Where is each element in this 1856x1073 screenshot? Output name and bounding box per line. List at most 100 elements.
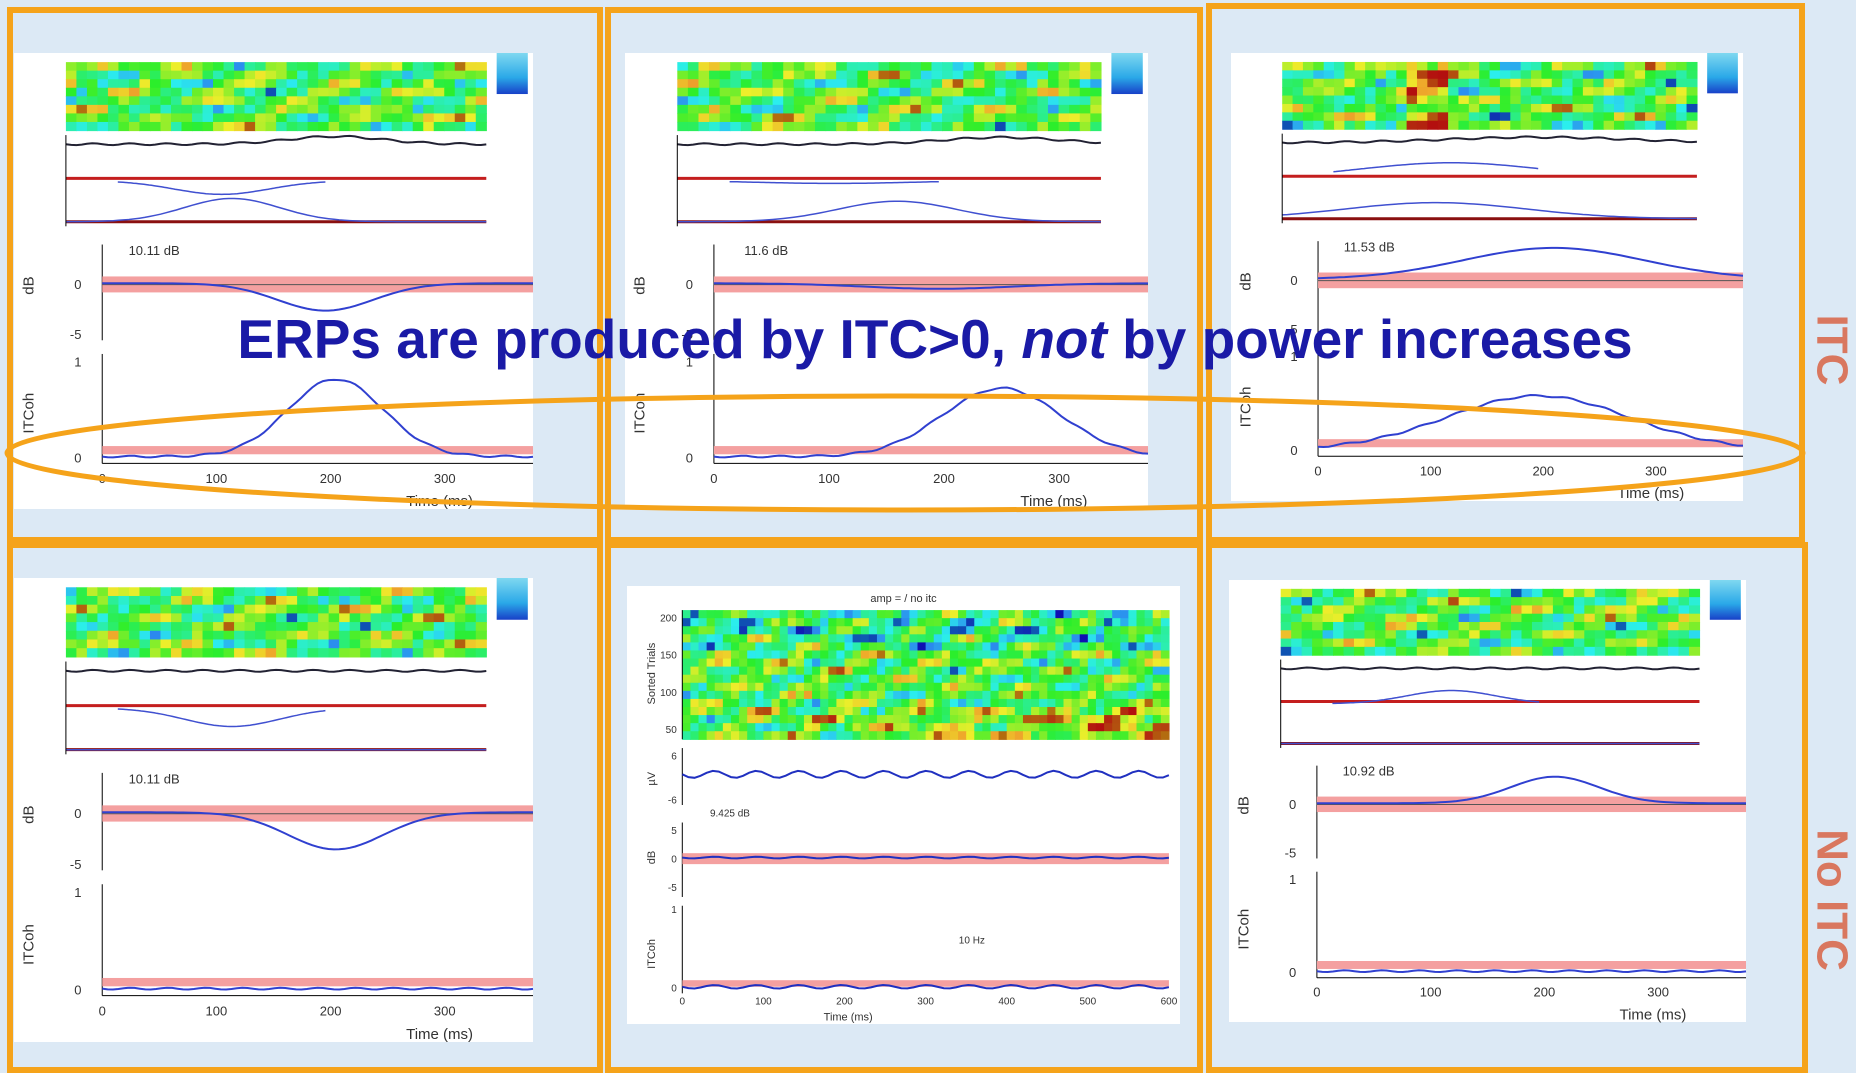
label: 1: [74, 355, 81, 370]
heatmap-cell: [909, 706, 919, 716]
heatmap-cell: [1022, 723, 1032, 732]
heatmap-cell: [339, 62, 351, 72]
heatmap-cell: [1500, 597, 1512, 607]
heatmap-cell: [1323, 61, 1335, 71]
heatmap-cell: [1069, 70, 1081, 80]
heatmap-cell: [1069, 62, 1081, 72]
heatmap-cell: [475, 595, 487, 606]
heatmap-cell: [1678, 588, 1690, 598]
heatmap-cell: [1647, 605, 1659, 615]
heatmap-cell: [1531, 588, 1544, 598]
heatmap-cell: [1613, 95, 1625, 105]
heatmap-cell: [1031, 682, 1040, 692]
heatmap-cell: [1095, 618, 1105, 627]
heatmap-cell: [793, 121, 805, 132]
heatmap-cell: [783, 70, 795, 80]
heatmap-cell: [118, 96, 130, 106]
heatmap-cell: [1291, 646, 1303, 656]
heatmap-cell: [1031, 658, 1040, 668]
heatmap-cell: [1499, 78, 1511, 88]
heatmap-cell: [1055, 715, 1065, 724]
heatmap-cell: [1562, 61, 1574, 71]
heatmap-cell: [149, 104, 162, 115]
heatmap-cell: [1128, 650, 1138, 660]
heatmap-cell: [1344, 70, 1356, 80]
heatmap-cell: [1584, 597, 1596, 607]
heatmap-cell: [1006, 706, 1016, 716]
heatmap-cell: [963, 121, 975, 132]
heatmap-cell: [763, 634, 773, 643]
heatmap-cell: [307, 87, 319, 97]
heatmap-cell: [213, 595, 225, 606]
heatmap-cell: [1490, 588, 1502, 598]
heatmap-cell: [1071, 658, 1081, 668]
heatmap-cell: [762, 79, 774, 89]
heatmap-cell: [370, 630, 382, 641]
heatmap-cell: [433, 96, 445, 106]
heatmap-cell: [787, 658, 797, 668]
heatmap-cell: [1521, 613, 1533, 623]
heatmap-cell: [370, 613, 382, 623]
heatmap-cell: [202, 87, 214, 97]
heatmap-cell: [1624, 95, 1636, 105]
heatmap-cell: [876, 715, 886, 724]
heatmap-cell: [722, 634, 732, 643]
heatmap-cell: [244, 595, 256, 606]
heatmap-cell: [465, 62, 477, 72]
heatmap-cell: [1069, 96, 1081, 106]
heatmap-cell: [318, 113, 330, 123]
heatmap-cell: [917, 618, 927, 627]
heatmap-cell: [181, 630, 193, 641]
heatmap-cell: [454, 87, 466, 97]
heatmap-cell: [1334, 103, 1346, 113]
heatmap-cell: [1006, 642, 1016, 652]
heatmap-cell: [1160, 715, 1170, 724]
heatmap-cell: [1668, 588, 1680, 598]
heatmap-cell: [783, 79, 795, 89]
heatmap-cell: [1079, 690, 1089, 700]
heatmap-cell: [1344, 112, 1356, 122]
heatmap-cell: [739, 626, 748, 635]
heatmap-cell: [1055, 674, 1065, 684]
heatmap-cell: [836, 96, 848, 106]
heatmap-cell: [128, 79, 141, 89]
heatmap-cell: [202, 613, 214, 623]
heatmap-cell: [998, 650, 1008, 660]
heatmap-cell: [1636, 621, 1648, 631]
heatmap-cell: [812, 682, 821, 692]
heatmap-cell: [213, 121, 225, 132]
heatmap-cell: [1396, 112, 1408, 122]
heatmap-cell: [1031, 723, 1040, 732]
heatmap-cell: [1572, 112, 1584, 122]
heatmap-cell: [1385, 103, 1397, 113]
heatmap-cell: [893, 658, 902, 668]
heatmap-cell: [454, 96, 466, 106]
heatmap-cell: [360, 62, 372, 72]
heatmap-cell: [990, 731, 1000, 740]
heatmap-cell: [963, 96, 975, 106]
power-strip: [117, 708, 326, 728]
heatmap-cell: [265, 62, 277, 72]
label: Time (ms): [824, 1011, 873, 1023]
heatmap-cell: [1416, 120, 1428, 130]
heatmap-cell: [475, 113, 487, 123]
heatmap-cell: [793, 113, 805, 123]
heatmap-cell: [844, 666, 854, 676]
label: 1: [671, 905, 677, 916]
heatmap-cell: [690, 690, 700, 700]
heatmap-cell: [1605, 638, 1617, 648]
heatmap-cell: [139, 648, 151, 658]
label: 0: [74, 982, 81, 997]
heatmap-cell: [1375, 120, 1387, 130]
heatmap-cell: [795, 731, 805, 740]
heatmap-cell: [714, 658, 724, 668]
heatmap-cell: [465, 121, 477, 132]
heatmap-cell: [391, 595, 403, 606]
heatmap-cell: [255, 113, 267, 123]
heatmap-cell: [803, 690, 813, 700]
heatmap-cell: [1657, 630, 1669, 640]
heatmap-cell: [860, 658, 870, 668]
heatmap-cell: [828, 731, 838, 740]
heatmap-cell: [1458, 87, 1470, 97]
